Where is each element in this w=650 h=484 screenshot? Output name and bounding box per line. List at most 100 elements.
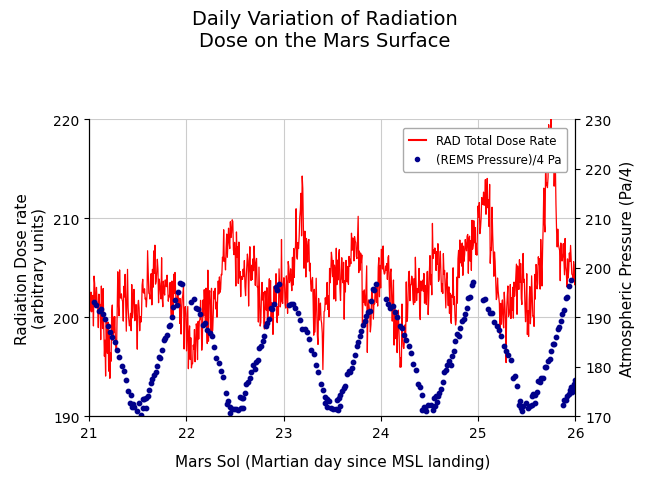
(REMS Pressure)/4 Pa bbox=[118, 367, 129, 375]
(REMS Pressure)/4 Pa bbox=[107, 333, 118, 341]
(REMS Pressure)/4 Pa bbox=[149, 371, 159, 379]
(REMS Pressure)/4 Pa bbox=[337, 388, 347, 395]
(REMS Pressure)/4 Pa bbox=[529, 399, 539, 407]
(REMS Pressure)/4 Pa bbox=[392, 313, 402, 321]
(REMS Pressure)/4 Pa bbox=[428, 407, 438, 414]
(REMS Pressure)/4 Pa bbox=[566, 276, 576, 284]
(REMS Pressure)/4 Pa bbox=[200, 320, 210, 328]
(REMS Pressure)/4 Pa bbox=[243, 378, 254, 386]
(REMS Pressure)/4 Pa bbox=[546, 348, 556, 355]
(REMS Pressure)/4 Pa bbox=[406, 349, 416, 357]
(REMS Pressure)/4 Pa bbox=[170, 297, 180, 304]
(REMS Pressure)/4 Pa bbox=[288, 301, 298, 309]
(REMS Pressure)/4 Pa bbox=[152, 362, 162, 370]
(REMS Pressure)/4 Pa bbox=[233, 407, 244, 414]
(REMS Pressure)/4 Pa bbox=[147, 375, 157, 383]
(REMS Pressure)/4 Pa bbox=[558, 401, 568, 409]
(REMS Pressure)/4 Pa bbox=[441, 366, 451, 374]
(REMS Pressure)/4 Pa bbox=[188, 296, 199, 303]
(REMS Pressure)/4 Pa bbox=[238, 394, 248, 402]
RAD Total Dose Rate bbox=[396, 348, 404, 354]
(REMS Pressure)/4 Pa bbox=[146, 379, 156, 387]
(REMS Pressure)/4 Pa bbox=[559, 307, 569, 315]
(REMS Pressure)/4 Pa bbox=[381, 296, 391, 303]
(REMS Pressure)/4 Pa bbox=[395, 322, 405, 330]
(REMS Pressure)/4 Pa bbox=[404, 342, 414, 350]
(REMS Pressure)/4 Pa bbox=[166, 314, 177, 321]
(REMS Pressure)/4 Pa bbox=[467, 282, 477, 289]
(REMS Pressure)/4 Pa bbox=[125, 400, 135, 408]
(REMS Pressure)/4 Pa bbox=[390, 309, 400, 317]
(REMS Pressure)/4 Pa bbox=[142, 392, 153, 400]
(REMS Pressure)/4 Pa bbox=[346, 364, 357, 372]
(REMS Pressure)/4 Pa bbox=[218, 374, 229, 381]
RAD Total Dose Rate bbox=[85, 273, 93, 279]
(REMS Pressure)/4 Pa bbox=[335, 403, 345, 410]
(REMS Pressure)/4 Pa bbox=[455, 325, 465, 333]
(REMS Pressure)/4 Pa bbox=[516, 405, 526, 412]
(REMS Pressure)/4 Pa bbox=[562, 393, 573, 400]
(REMS Pressure)/4 Pa bbox=[241, 380, 252, 388]
(REMS Pressure)/4 Pa bbox=[551, 333, 561, 341]
(REMS Pressure)/4 Pa bbox=[560, 396, 570, 404]
(REMS Pressure)/4 Pa bbox=[103, 322, 113, 330]
(REMS Pressure)/4 Pa bbox=[552, 325, 563, 333]
(REMS Pressure)/4 Pa bbox=[517, 407, 527, 415]
(REMS Pressure)/4 Pa bbox=[98, 310, 109, 318]
Legend: RAD Total Dose Rate, (REMS Pressure)/4 Pa: RAD Total Dose Rate, (REMS Pressure)/4 P… bbox=[402, 129, 567, 172]
(REMS Pressure)/4 Pa bbox=[421, 408, 432, 415]
(REMS Pressure)/4 Pa bbox=[541, 363, 551, 371]
RAD Total Dose Rate bbox=[547, 107, 555, 113]
(REMS Pressure)/4 Pa bbox=[408, 360, 419, 368]
(REMS Pressure)/4 Pa bbox=[410, 366, 421, 374]
(REMS Pressure)/4 Pa bbox=[322, 395, 332, 403]
(REMS Pressure)/4 Pa bbox=[534, 378, 545, 386]
(REMS Pressure)/4 Pa bbox=[387, 302, 398, 310]
(REMS Pressure)/4 Pa bbox=[496, 332, 506, 340]
(REMS Pressure)/4 Pa bbox=[415, 383, 425, 391]
(REMS Pressure)/4 Pa bbox=[272, 286, 282, 294]
(REMS Pressure)/4 Pa bbox=[436, 385, 446, 393]
(REMS Pressure)/4 Pa bbox=[136, 411, 146, 419]
(REMS Pressure)/4 Pa bbox=[125, 392, 136, 399]
(REMS Pressure)/4 Pa bbox=[482, 305, 493, 313]
(REMS Pressure)/4 Pa bbox=[225, 409, 235, 417]
(REMS Pressure)/4 Pa bbox=[257, 338, 268, 346]
(REMS Pressure)/4 Pa bbox=[144, 386, 154, 394]
(REMS Pressure)/4 Pa bbox=[259, 333, 270, 340]
(REMS Pressure)/4 Pa bbox=[429, 394, 439, 402]
(REMS Pressure)/4 Pa bbox=[274, 281, 284, 288]
(REMS Pressure)/4 Pa bbox=[222, 400, 233, 408]
(REMS Pressure)/4 Pa bbox=[292, 309, 303, 317]
(REMS Pressure)/4 Pa bbox=[248, 362, 258, 369]
X-axis label: Mars Sol (Martian day since MSL landing): Mars Sol (Martian day since MSL landing) bbox=[175, 454, 490, 469]
(REMS Pressure)/4 Pa bbox=[419, 404, 430, 412]
(REMS Pressure)/4 Pa bbox=[514, 397, 525, 405]
(REMS Pressure)/4 Pa bbox=[499, 343, 509, 350]
(REMS Pressure)/4 Pa bbox=[512, 382, 523, 390]
(REMS Pressure)/4 Pa bbox=[432, 398, 443, 406]
RAD Total Dose Rate bbox=[455, 248, 463, 254]
(REMS Pressure)/4 Pa bbox=[561, 396, 571, 404]
RAD Total Dose Rate bbox=[369, 286, 376, 291]
(REMS Pressure)/4 Pa bbox=[383, 300, 393, 308]
(REMS Pressure)/4 Pa bbox=[437, 378, 448, 386]
(REMS Pressure)/4 Pa bbox=[114, 353, 124, 361]
(REMS Pressure)/4 Pa bbox=[487, 310, 497, 318]
(REMS Pressure)/4 Pa bbox=[432, 392, 443, 400]
(REMS Pressure)/4 Pa bbox=[560, 295, 571, 302]
(REMS Pressure)/4 Pa bbox=[335, 391, 346, 399]
(REMS Pressure)/4 Pa bbox=[564, 283, 574, 290]
(REMS Pressure)/4 Pa bbox=[91, 302, 101, 310]
(REMS Pressure)/4 Pa bbox=[319, 400, 330, 408]
(REMS Pressure)/4 Pa bbox=[342, 370, 352, 378]
(REMS Pressure)/4 Pa bbox=[176, 281, 187, 288]
(REMS Pressure)/4 Pa bbox=[268, 301, 279, 308]
(REMS Pressure)/4 Pa bbox=[350, 351, 360, 359]
(REMS Pressure)/4 Pa bbox=[533, 377, 543, 385]
(REMS Pressure)/4 Pa bbox=[444, 357, 454, 365]
(REMS Pressure)/4 Pa bbox=[439, 368, 449, 376]
(REMS Pressure)/4 Pa bbox=[264, 316, 274, 323]
(REMS Pressure)/4 Pa bbox=[518, 402, 528, 410]
(REMS Pressure)/4 Pa bbox=[353, 338, 363, 346]
